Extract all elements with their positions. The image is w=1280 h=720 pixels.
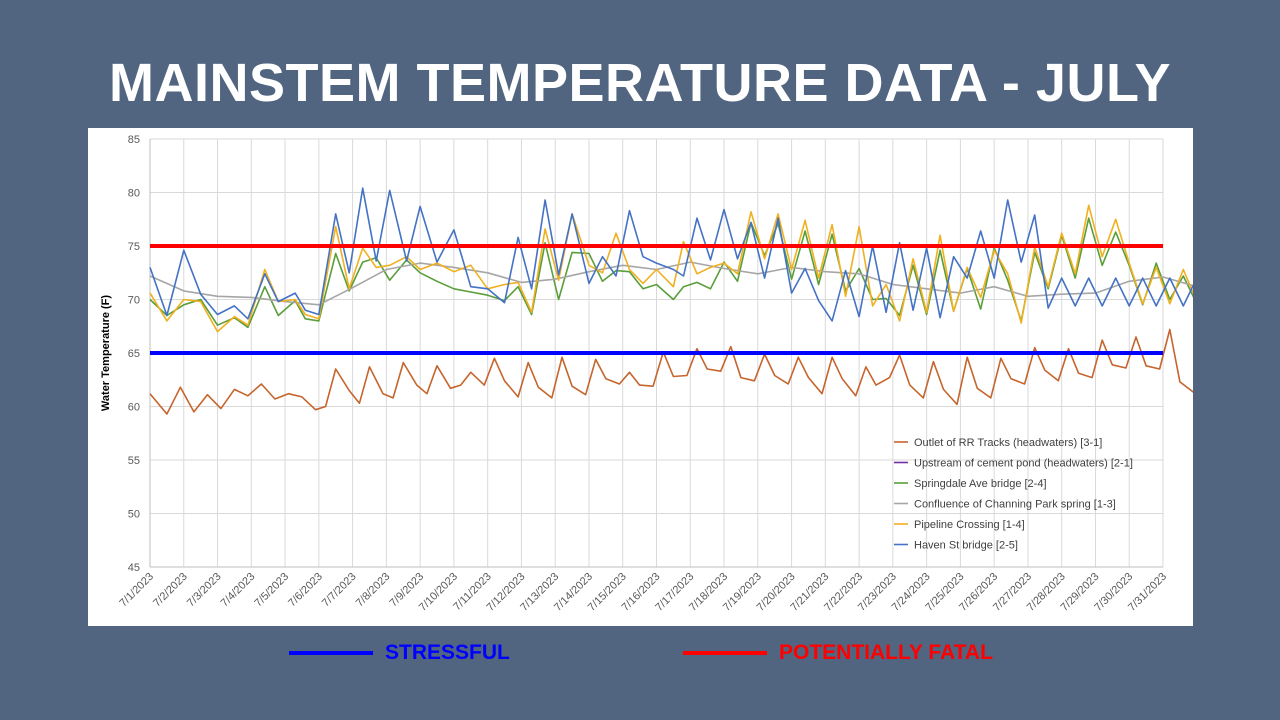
fatal-key-label: POTENTIALLY FATAL bbox=[779, 641, 993, 664]
slide-title: MAINSTEM TEMPERATURE DATA - JULY bbox=[108, 53, 1171, 113]
legend-entry-label: Outlet of RR Tracks (headwaters) [3-1] bbox=[914, 437, 1102, 449]
x-tick-label: 7/2/2023 bbox=[151, 571, 190, 610]
y-tick-label: 85 bbox=[128, 134, 140, 146]
series-line bbox=[149, 187, 1193, 322]
legend-entry-label: Haven St bridge [2-5] bbox=[914, 540, 1018, 552]
chart-panel: 45 50 55 60 65 70 75 80 85 7/1/2023 7/2/2023 7/3/20… bbox=[88, 128, 1193, 626]
legend-entry-label: Confluence of Channing Park spring [1-3] bbox=[914, 499, 1116, 511]
y-tick-label: 60 bbox=[128, 402, 140, 414]
y-tick-label: 75 bbox=[128, 241, 140, 253]
y-tick-label: 45 bbox=[128, 562, 140, 574]
y-tick-label: 65 bbox=[128, 348, 140, 360]
x-tick-label: 7/5/2023 bbox=[252, 571, 291, 610]
x-tick-label: 7/6/2023 bbox=[286, 571, 325, 610]
series-line bbox=[149, 261, 1193, 306]
y-axis-title: Water Temperature (F) bbox=[100, 295, 112, 411]
y-tick-label: 70 bbox=[128, 295, 140, 307]
temperature-line-chart: 45 50 55 60 65 70 75 80 85 7/1/20237/2/20237/3/20… bbox=[100, 134, 1193, 614]
legend-entry-label: Springdale Ave bridge [2-4] bbox=[914, 478, 1047, 490]
stressful-key-label: STRESSFUL bbox=[385, 641, 510, 664]
fatal-key: POTENTIALLY FATAL bbox=[683, 640, 993, 666]
y-tick-label: 50 bbox=[128, 509, 140, 521]
fatal-key-swatch bbox=[683, 651, 767, 655]
stressful-key: STRESSFUL bbox=[289, 640, 510, 666]
x-tick-label: 7/7/2023 bbox=[320, 571, 359, 610]
x-tick-label: 7/3/2023 bbox=[185, 571, 224, 610]
x-tick-label: 7/1/2023 bbox=[117, 571, 156, 610]
stressful-key-swatch bbox=[289, 651, 373, 655]
legend-entry-label: Pipeline Crossing [1-4] bbox=[914, 519, 1025, 531]
y-tick-label: 80 bbox=[128, 188, 140, 200]
x-tick-label: 7/8/2023 bbox=[354, 571, 393, 610]
series-line bbox=[149, 328, 1193, 415]
x-tick-label: 7/4/2023 bbox=[219, 571, 258, 610]
legend-entry-label: Upstream of cement pond (headwaters) [2-… bbox=[914, 458, 1133, 470]
y-tick-label: 55 bbox=[128, 455, 140, 467]
